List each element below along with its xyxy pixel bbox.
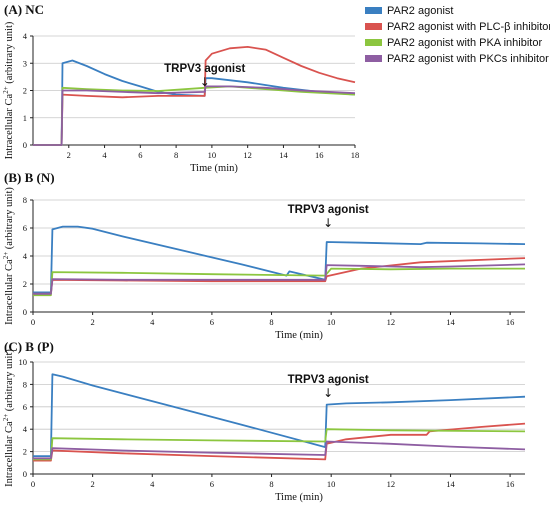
series-line-4	[33, 85, 356, 146]
y-tick-label: 2	[23, 279, 27, 289]
x-tick-label: 8	[174, 150, 178, 160]
panel-title: (B) B (N)	[4, 170, 55, 185]
y-tick-label: 6	[23, 223, 27, 233]
x-tick-label: 4	[102, 150, 107, 160]
x-tick-label: 16	[506, 479, 515, 489]
y-tick-label: 1	[23, 113, 27, 123]
down-arrow-icon: ↓	[323, 216, 333, 230]
y-tick-label: 2	[23, 86, 27, 96]
legend-swatch	[365, 39, 382, 46]
legend-label: PAR2 agonist with PKA inhibitor	[387, 37, 542, 49]
x-tick-label: 16	[315, 150, 324, 160]
series-line-2	[33, 257, 526, 295]
x-tick-label: 10	[327, 479, 336, 489]
x-tick-label: 4	[150, 479, 155, 489]
series-line-4	[33, 440, 526, 460]
x-tick-label: 0	[31, 317, 35, 327]
y-tick-label: 8	[23, 195, 27, 205]
x-tick-label: 2	[91, 317, 95, 327]
x-axis-label: Time (min)	[275, 330, 323, 341]
panel-title: (C) B (P)	[4, 339, 54, 354]
x-tick-label: 14	[446, 317, 455, 327]
x-tick-label: 12	[387, 479, 396, 489]
x-axis-label: Time (min)	[190, 163, 238, 174]
x-tick-label: 16	[506, 317, 515, 327]
series-line-1	[33, 225, 526, 294]
x-tick-label: 6	[210, 479, 214, 489]
x-tick-label: 8	[269, 317, 273, 327]
y-tick-label: 8	[23, 379, 27, 389]
x-tick-label: 0	[31, 479, 35, 489]
x-tick-label: 10	[208, 150, 217, 160]
x-tick-label: 2	[91, 479, 95, 489]
y-tick-label: 0	[23, 307, 27, 317]
trpv3-annotation: TRPV3 agonist	[288, 374, 369, 386]
x-tick-label: 4	[150, 317, 155, 327]
y-axis-label: Intracellular Ca2+ (arbitrary unit)	[2, 187, 15, 325]
legend-label: PAR2 agonist with PKCs inhibitor	[387, 53, 549, 65]
panel-title: (A) NC	[4, 2, 44, 17]
x-tick-label: 14	[446, 479, 455, 489]
chart-panel-2: (B) B (N) 0 2 4 6 8 0 2 4 6 8 10 12 14 16 Time (min) Int…	[2, 170, 526, 341]
y-tick-label: 6	[23, 402, 27, 412]
x-tick-label: 10	[327, 317, 336, 327]
x-tick-label: 12	[243, 150, 252, 160]
y-axis-label: Intracellular Ca2+ (arbitrary unit)	[2, 349, 15, 487]
legend-swatch	[365, 23, 382, 30]
legend-label: PAR2 agonist	[387, 5, 453, 17]
x-axis-label: Time (min)	[275, 492, 323, 503]
x-tick-label: 12	[387, 317, 396, 327]
x-tick-label: 6	[138, 150, 142, 160]
y-tick-label: 4	[23, 31, 28, 41]
x-tick-label: 2	[67, 150, 71, 160]
chart-panel-3: (C) B (P) 0 2 4 6 8 10 0 2 4 6 8 10 12 14 16 Time (min) I…	[2, 339, 526, 503]
trpv3-annotation: TRPV3 agonist	[288, 204, 369, 216]
series-line-2	[33, 46, 356, 146]
x-tick-label: 8	[269, 479, 273, 489]
series-line-1	[33, 373, 526, 457]
x-tick-label: 18	[351, 150, 360, 160]
y-tick-label: 4	[23, 251, 28, 261]
legend-swatch	[365, 7, 382, 14]
series-line-1	[33, 59, 356, 146]
x-tick-label: 14	[279, 150, 288, 160]
trpv3-annotation: TRPV3 agonist	[164, 63, 245, 75]
down-arrow-icon: ↓	[323, 386, 333, 400]
y-tick-label: 4	[23, 424, 28, 434]
y-axis-label: Intracellular Ca2+ (arbitrary unit)	[2, 21, 15, 159]
series-line-4	[33, 263, 526, 295]
legend-swatch	[365, 55, 382, 62]
y-tick-label: 10	[19, 357, 28, 367]
down-arrow-icon: ↓	[200, 75, 210, 89]
y-tick-label: 3	[23, 58, 27, 68]
y-tick-label: 0	[23, 140, 27, 150]
legend: PAR2 agonist PAR2 agonist with PLC-β inhi…	[365, 5, 550, 65]
y-tick-label: 2	[23, 447, 27, 457]
y-tick-label: 0	[23, 469, 27, 479]
x-tick-label: 6	[210, 317, 214, 327]
legend-label: PAR2 agonist with PLC-β inhibitor	[387, 21, 550, 33]
